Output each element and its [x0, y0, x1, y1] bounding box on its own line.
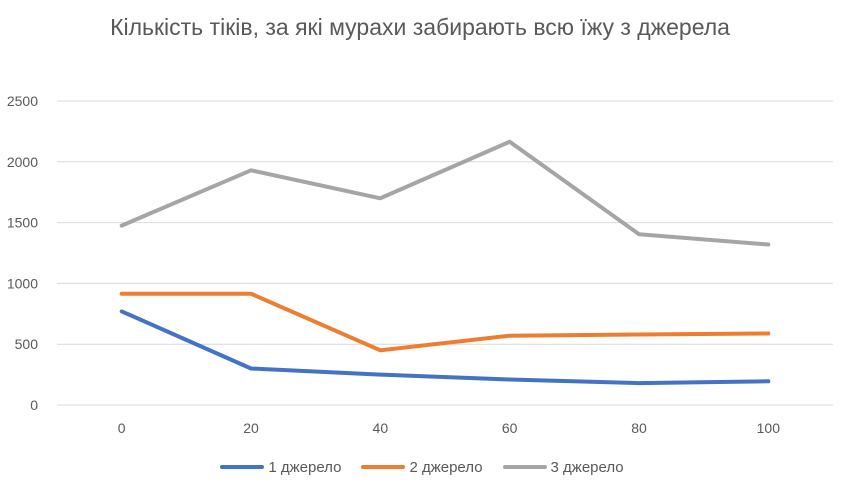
x-tick-label: 0 — [118, 420, 126, 436]
gridlines — [57, 100, 833, 406]
x-tick-label: 60 — [502, 420, 518, 436]
x-axis-ticks: 0 20 40 60 80 100 — [118, 420, 780, 436]
x-tick-label: 20 — [243, 420, 259, 436]
legend-swatch — [361, 465, 406, 469]
x-tick-label: 100 — [757, 420, 781, 436]
y-tick-label: 1000 — [7, 275, 38, 291]
chart-title: Кількість тіків, за які мурахи забирають… — [110, 14, 730, 40]
legend-label: 1 джерело — [268, 458, 342, 476]
x-tick-label: 40 — [373, 420, 389, 436]
series-line-2 — [119, 291, 771, 353]
legend-label: 3 джерело — [550, 458, 624, 476]
legend: 1 джерело 2 джерело 3 джерело — [0, 457, 844, 477]
y-axis-ticks: 0 500 1000 1500 2000 2500 — [7, 93, 38, 413]
legend-item-3: 3 джерело — [502, 458, 624, 476]
legend-swatch — [220, 465, 265, 469]
y-tick-label: 2500 — [7, 93, 38, 109]
legend-item-1: 1 джерело — [220, 459, 341, 476]
y-tick-label: 0 — [30, 397, 38, 413]
legend-label: 2 джерело — [409, 458, 483, 476]
legend-swatch — [502, 465, 547, 469]
legend-item-2: 2 джерело — [361, 458, 483, 476]
y-tick-label: 2000 — [7, 154, 38, 170]
y-tick-label: 1500 — [7, 215, 38, 231]
series-lines — [119, 139, 771, 386]
series-line-1 — [119, 309, 771, 386]
y-tick-label: 500 — [15, 336, 39, 352]
x-tick-label: 80 — [631, 420, 647, 436]
series-line-3 — [119, 139, 771, 247]
